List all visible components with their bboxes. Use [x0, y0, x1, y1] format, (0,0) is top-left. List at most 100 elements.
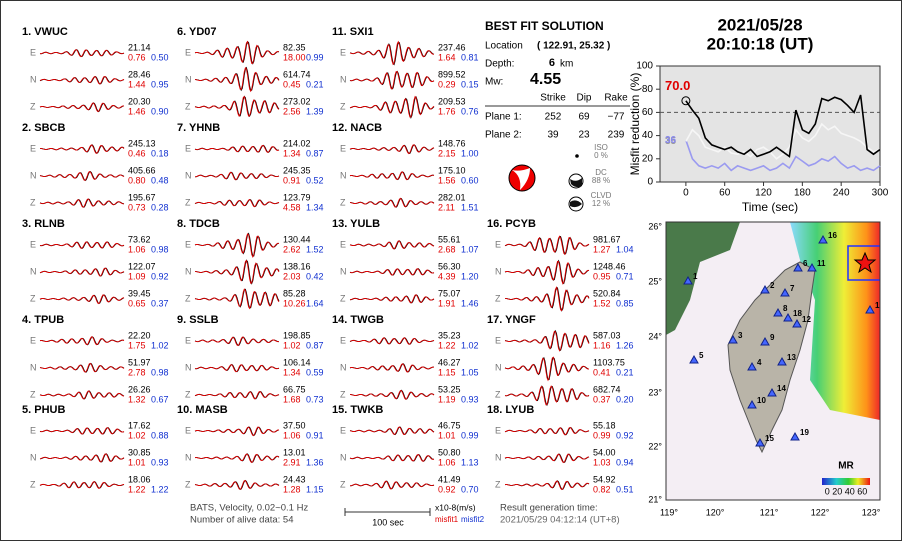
amplitude: 195.67: [128, 192, 156, 202]
amplitude: 1103.75: [593, 357, 625, 367]
station-number: 8: [783, 304, 788, 313]
misfit2: 1.02: [461, 340, 479, 350]
waveform: [194, 480, 280, 490]
waveform: [39, 362, 125, 373]
depth-unit: km: [560, 59, 573, 70]
table-header: Dip: [576, 93, 591, 104]
misfit1: 1.44: [128, 79, 146, 89]
amplitude: 1248.46: [593, 261, 626, 271]
waveform: [194, 453, 280, 464]
component: Z: [340, 479, 346, 489]
station-marker: [755, 437, 765, 447]
table-header: Rake: [604, 93, 628, 104]
component: E: [340, 47, 346, 57]
amplitude: 85.28: [283, 288, 306, 298]
misfit2: 0.93: [461, 394, 479, 404]
waveform: [39, 427, 125, 435]
misfit2: 1.22: [151, 484, 169, 494]
misfit1: 2.56: [283, 106, 301, 116]
colorbar-title: MR: [838, 461, 854, 472]
lon-tick-label: 123°: [862, 507, 881, 517]
misfit1: 1.64: [438, 52, 456, 62]
misfit1: 1.06: [128, 244, 146, 254]
component: Z: [30, 197, 36, 207]
station-title: 12. NACB: [332, 122, 382, 134]
lat-tick-label: 22°: [648, 441, 662, 451]
misfit2: 0.91: [306, 430, 324, 440]
station-marker: [792, 318, 802, 328]
amplitude: 55.18: [593, 420, 616, 430]
misfit1: 1.91: [438, 298, 456, 308]
waveform: [39, 102, 124, 113]
misfit1: 1.15: [438, 367, 456, 377]
lat-tick-label: 26°: [648, 221, 662, 231]
misfit1: 1.19: [438, 394, 456, 404]
misfit2-key: misfit2: [461, 515, 485, 524]
iso-symbol: [575, 154, 579, 158]
waveform: [194, 40, 280, 64]
x-tick-label: 120: [755, 188, 772, 199]
component: E: [340, 425, 346, 435]
amplitude: 22.20: [128, 330, 151, 340]
component: E: [30, 425, 36, 435]
component: Z: [30, 293, 36, 303]
station-title: 2. SBCB: [22, 122, 65, 134]
amplitude: 28.46: [128, 69, 151, 79]
amplitude: 37.50: [283, 420, 306, 430]
station-title: 18. LYUB: [487, 404, 534, 416]
amplitude: 282.01: [438, 192, 466, 202]
x-tick-label: 180: [794, 188, 811, 199]
component-percent: 88 %: [592, 176, 610, 185]
amplitude: 46.75: [438, 420, 461, 430]
misfit2: 1.39: [306, 106, 324, 116]
amplitude: 73.62: [128, 234, 151, 244]
misfit2: 0.28: [151, 202, 169, 212]
misfit2: 0.76: [461, 106, 479, 116]
misfit2: 0.71: [616, 271, 634, 281]
y-tick-label: 80: [642, 84, 654, 95]
waveform: [194, 199, 280, 208]
plane-value: −77: [608, 112, 625, 123]
component: Z: [495, 479, 501, 489]
misfit1: 0.76: [128, 52, 146, 62]
component: N: [185, 266, 192, 276]
waveform: [349, 144, 435, 155]
y-tick-label: 40: [642, 130, 654, 141]
misfit1: 1.02: [128, 430, 146, 440]
station-title: 14. TWGB: [332, 314, 384, 326]
station-marker: [760, 284, 770, 294]
station-marker: [807, 262, 817, 272]
misfit1: 0.73: [128, 202, 146, 212]
station-number: 18: [793, 309, 802, 318]
time: 20:10:18 (UT): [707, 34, 814, 53]
component: E: [30, 239, 36, 249]
misfit1: 1.27: [593, 244, 611, 254]
waveform: [504, 426, 590, 436]
component: Z: [495, 293, 501, 303]
misfit2: 1.05: [461, 367, 479, 377]
y-tick-label: 100: [636, 61, 653, 72]
result-time: 2021/05/29 04:12:14 (UT+8): [500, 515, 620, 526]
misfit1: 1.52: [593, 298, 611, 308]
station-number: 13: [787, 353, 796, 362]
misfit1: 2.03: [283, 271, 301, 281]
station-marker: [818, 234, 828, 244]
station-number: 6: [803, 259, 808, 268]
waveform: [349, 240, 435, 250]
station-title: 7. YHNB: [177, 122, 220, 134]
plot-bg: [659, 65, 881, 183]
amplitude: 122.07: [128, 261, 156, 271]
misfit2: 0.60: [461, 175, 479, 185]
misfit2: 0.88: [151, 430, 169, 440]
misfit1: 0.37: [593, 394, 611, 404]
beachball-part: [512, 168, 530, 190]
station-number: 4: [757, 358, 762, 367]
x-tick-label: 60: [719, 188, 731, 199]
station-number: 19: [800, 428, 809, 437]
amplitude: 899.52: [438, 69, 466, 79]
series-line: [685, 94, 881, 158]
amplitude: 405.66: [128, 165, 156, 175]
waveform: [39, 241, 125, 249]
waveform: [194, 390, 280, 400]
waveform: [194, 66, 280, 93]
